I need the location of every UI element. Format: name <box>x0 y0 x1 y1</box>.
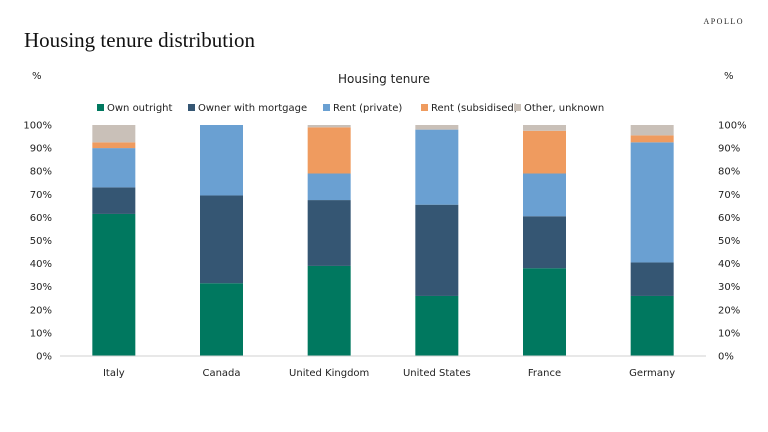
brand-logo: APOLLO <box>703 17 744 26</box>
y-tick-label-left: 30% <box>30 282 52 293</box>
legend-item: Owner with mortgage <box>188 103 307 114</box>
bar-segment-other-unknown <box>630 125 674 136</box>
legend-swatch <box>323 104 330 111</box>
bar-segment-rent-subsidised <box>630 135 674 143</box>
bar-segment-own-outright <box>200 283 243 356</box>
bar-segment-own-outright <box>523 268 566 356</box>
y-axis-label-left: % <box>32 71 42 82</box>
bar-segment-other-unknown <box>92 125 136 143</box>
y-tick-label-right: 70% <box>718 190 740 201</box>
legend-swatch <box>421 104 428 111</box>
y-tick-label-right: 60% <box>718 213 740 224</box>
bar-segment-rent-private <box>307 173 351 201</box>
y-tick-label-left: 10% <box>30 328 52 339</box>
y-tick-label-right: 40% <box>718 259 740 270</box>
chart-title: Housing tenure <box>338 72 430 86</box>
bar-segment-rent-private <box>523 173 566 217</box>
legend-item: Other, unknown <box>514 103 604 114</box>
bar-segment-other-unknown <box>523 125 566 131</box>
y-tick-label-right: 50% <box>718 236 740 247</box>
bar-segment-own-outright <box>630 295 674 356</box>
bar-segment-rent-private <box>92 148 136 188</box>
y-tick-label-left: 80% <box>30 167 52 178</box>
x-tick-label: Italy <box>103 368 125 379</box>
legend-label: Owner with mortgage <box>198 103 307 114</box>
y-tick-label-right: 20% <box>718 305 740 316</box>
bar-segment-rent-private <box>200 125 243 196</box>
legend-label: Rent (subsidised) <box>431 103 518 114</box>
y-tick-label-right: 100% <box>718 121 747 132</box>
bar-segment-owner-with-mortgage <box>630 262 674 296</box>
page-title: Housing tenure distribution <box>24 28 255 52</box>
bar-segment-rent-private <box>630 142 674 263</box>
bar-segment-owner-with-mortgage <box>523 216 566 269</box>
legend-label: Other, unknown <box>524 103 604 114</box>
legend-item: Rent (private) <box>323 103 402 114</box>
y-tick-label-right: 80% <box>718 167 740 178</box>
legend-item: Own outright <box>97 103 173 114</box>
x-tick-label: United States <box>403 368 471 379</box>
x-tick-label: Germany <box>629 368 675 379</box>
x-tick-label: France <box>528 368 561 379</box>
y-tick-label-left: 20% <box>30 305 52 316</box>
bar-segment-rent-subsidised <box>523 130 566 174</box>
y-tick-label-right: 0% <box>718 352 734 363</box>
bar-segment-owner-with-mortgage <box>92 187 136 214</box>
y-tick-label-right: 30% <box>718 282 740 293</box>
y-tick-label-left: 0% <box>36 352 52 363</box>
bar-segment-rent-private <box>415 129 459 205</box>
legend-label: Own outright <box>107 103 173 114</box>
bar-segment-own-outright <box>92 213 136 356</box>
bar-segment-owner-with-mortgage <box>307 200 351 266</box>
bar-segment-other-unknown <box>307 125 351 128</box>
y-axis-label-right: % <box>724 71 734 82</box>
legend-swatch <box>514 104 521 111</box>
legend-item: Rent (subsidised) <box>421 103 518 114</box>
legend-label: Rent (private) <box>333 103 402 114</box>
bar-segment-rent-subsidised <box>307 127 351 174</box>
legend-swatch <box>188 104 195 111</box>
bar-segment-rent-subsidised <box>92 142 136 149</box>
legend: Own outright Owner with mortgage Rent (pri… <box>97 103 604 114</box>
y-tick-label-left: 90% <box>30 144 52 155</box>
y-tick-label-right: 10% <box>718 328 740 339</box>
bar-segment-owner-with-mortgage <box>415 204 459 296</box>
bar-segment-own-outright <box>415 295 459 356</box>
legend-swatch <box>97 104 104 111</box>
x-tick-label: United Kingdom <box>289 368 369 379</box>
y-tick-label-left: 50% <box>30 236 52 247</box>
y-tick-label-left: 70% <box>30 190 52 201</box>
y-tick-label-left: 100% <box>23 121 52 132</box>
y-tick-label-left: 60% <box>30 213 52 224</box>
bar-segment-own-outright <box>307 265 351 356</box>
bar-segment-other-unknown <box>415 125 459 130</box>
y-tick-label-right: 90% <box>718 144 740 155</box>
x-tick-label: Canada <box>202 368 240 379</box>
bar-segment-owner-with-mortgage <box>200 195 243 284</box>
y-tick-label-left: 40% <box>30 259 52 270</box>
